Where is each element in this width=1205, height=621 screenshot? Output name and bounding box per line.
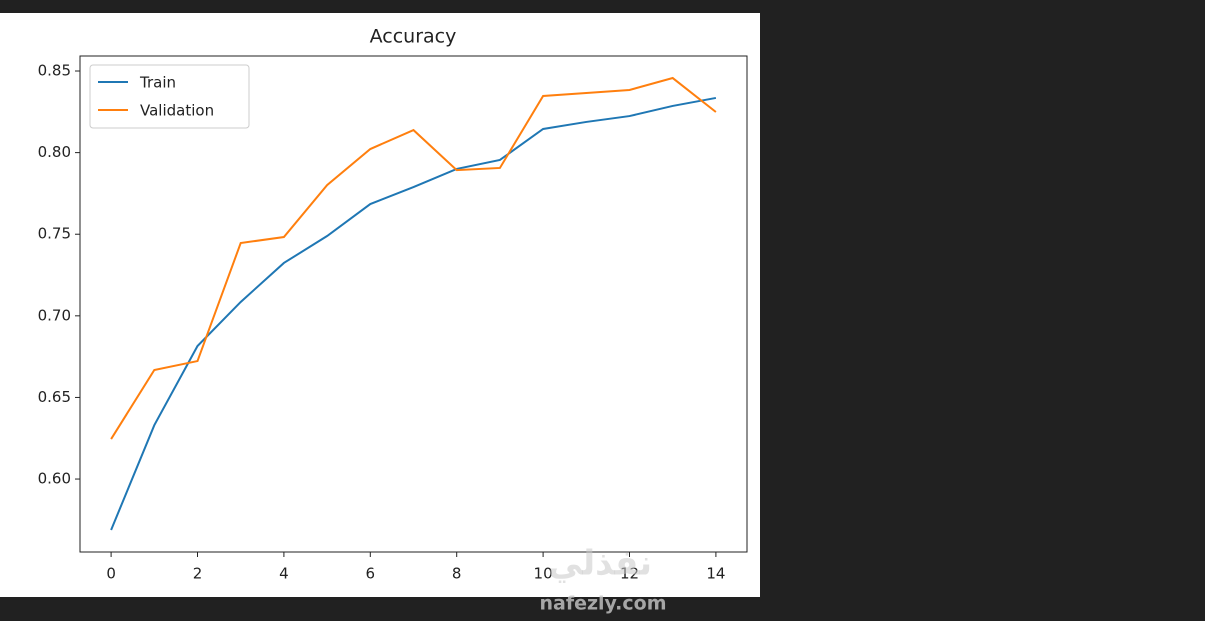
plot: 0.60 0.65 0.70 0.75 0.80 0.85 0 2 4 6 8 10 12 14 Train… bbox=[38, 62, 726, 583]
x-tick-label: 4 bbox=[279, 565, 289, 583]
x-tick-label: 2 bbox=[193, 565, 203, 583]
x-tick-label: 0 bbox=[106, 565, 116, 583]
legend-box bbox=[89, 64, 250, 129]
x-tick-label: 8 bbox=[452, 565, 462, 583]
y-tick-label: 0.75 bbox=[38, 225, 71, 243]
legend-label: Validation bbox=[140, 102, 214, 120]
line-series bbox=[110, 96, 717, 531]
watermark: nafezly.com bbox=[539, 593, 666, 615]
axes-frame bbox=[79, 55, 748, 553]
y-tick-label: 0.60 bbox=[38, 470, 71, 488]
x-tick-label: 6 bbox=[366, 565, 376, 583]
x-tick-label: 14 bbox=[706, 565, 725, 583]
y-tick-label: 0.85 bbox=[38, 62, 71, 80]
y-tick-label: 0.70 bbox=[38, 306, 71, 324]
y-tick-label: 0.65 bbox=[38, 388, 71, 406]
chart-title: Accuracy bbox=[370, 26, 457, 48]
y-tick-label: 0.80 bbox=[38, 143, 71, 161]
line-series bbox=[110, 76, 717, 440]
legend-label: Train bbox=[139, 74, 176, 92]
x-tick-label: 10 bbox=[534, 565, 553, 583]
watermark: نفذلي bbox=[548, 544, 652, 584]
x-tick-label: 12 bbox=[620, 565, 639, 583]
